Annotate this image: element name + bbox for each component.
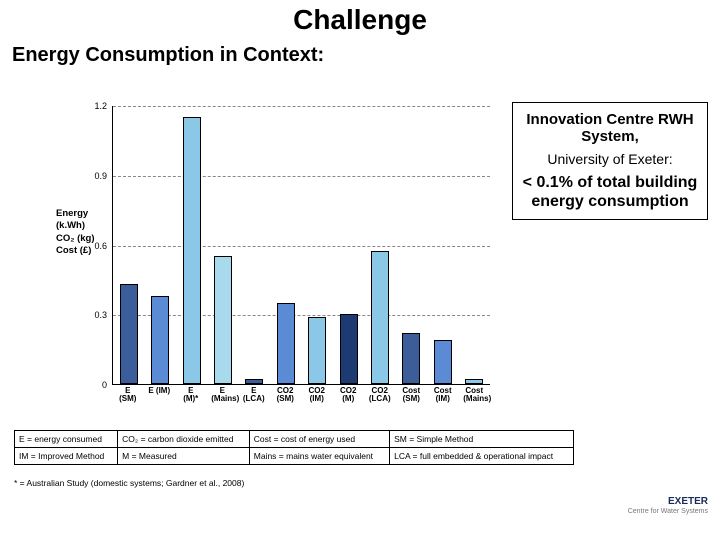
y-tick: 1.2 — [94, 101, 113, 111]
y-tick: 0.3 — [94, 310, 113, 320]
logo-subtext: Centre for Water Systems — [628, 508, 708, 516]
legend-cell: SM = Simple Method — [390, 431, 574, 448]
x-tick-label: E (M)* — [180, 387, 202, 413]
footnote: * = Australian Study (domestic systems; … — [14, 478, 244, 488]
page-title: Challenge — [0, 4, 720, 36]
legend-cell: E = energy consumed — [15, 431, 118, 448]
x-tick-label: CO2 (M) — [337, 387, 359, 413]
bars-container — [113, 106, 490, 384]
bar — [308, 317, 326, 384]
x-tick-label: Cost (SM) — [400, 387, 422, 413]
legend-cell: Cost = cost of energy used — [249, 431, 389, 448]
legend-cell: Mains = mains water equivalent — [249, 448, 389, 465]
bar-chart: Energy (k.Wh) CO₂ (kg) Cost (£) 00.30.60… — [56, 98, 496, 413]
callout-line3: < 0.1% of total building energy consumpt… — [521, 173, 699, 211]
bar — [402, 333, 420, 384]
y-tick: 0.9 — [94, 171, 113, 181]
x-tick-label: Cost (IM) — [432, 387, 454, 413]
legend-cell: LCA = full embedded & operational impact — [390, 448, 574, 465]
bar — [214, 256, 232, 384]
university-logo: EXETER Centre for Water Systems — [628, 496, 708, 516]
bar — [465, 379, 483, 384]
x-tick-label: CO2 (IM) — [306, 387, 328, 413]
y-tick: 0.6 — [94, 241, 113, 251]
x-tick-label: CO2 (LCA) — [369, 387, 391, 413]
bar — [151, 296, 169, 384]
x-tick-label: E (SM) — [117, 387, 139, 413]
bar — [245, 379, 263, 384]
legend-cell: CO₂ = carbon dioxide emitted — [118, 431, 250, 448]
legend-cell: M = Measured — [118, 448, 250, 465]
bar — [183, 117, 201, 384]
x-labels: E (SM) E (IM) E (M)* E (Mains) E (LCA) CO2 (S… — [112, 387, 490, 413]
x-tick-label: E (Mains) — [211, 387, 233, 413]
subtitle: Energy Consumption in Context: — [12, 44, 720, 67]
ylabel-line: Energy (k.Wh) — [56, 208, 108, 233]
bar — [340, 314, 358, 384]
bar — [371, 251, 389, 384]
callout-box: Innovation Centre RWH System, University… — [512, 102, 708, 220]
bar — [120, 284, 138, 384]
plot-area: 00.30.60.91.2 — [112, 106, 490, 385]
x-tick-label: E (LCA) — [243, 387, 265, 413]
legend-cell: IM = Improved Method — [15, 448, 118, 465]
logo-text: EXETER — [628, 496, 708, 508]
callout-line2: University of Exeter: — [521, 151, 699, 167]
x-tick-label: CO2 (SM) — [274, 387, 296, 413]
x-tick-label: E (IM) — [148, 387, 170, 413]
x-tick-label: Cost (Mains) — [463, 387, 485, 413]
callout-line1: Innovation Centre RWH System, — [521, 111, 699, 145]
bar — [277, 303, 295, 384]
legend-table: E = energy consumed CO₂ = carbon dioxide… — [14, 430, 574, 465]
bar — [434, 340, 452, 384]
